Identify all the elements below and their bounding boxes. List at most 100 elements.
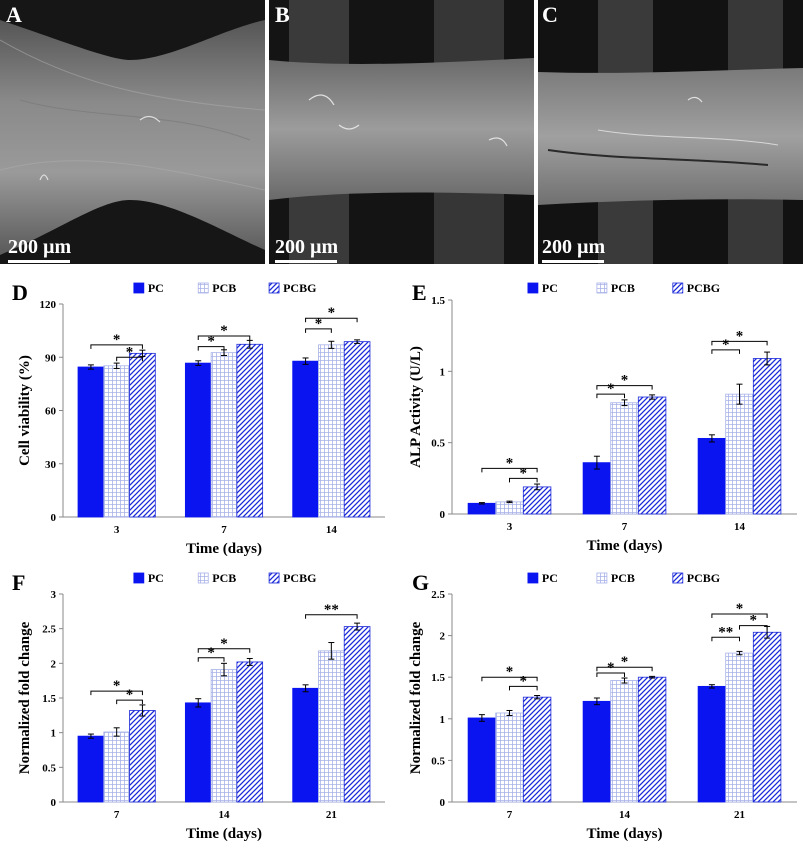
chart-e-significance-star: * bbox=[722, 337, 730, 353]
chart-e-bar-pc bbox=[467, 502, 497, 515]
chart-d-panel-letter: D bbox=[12, 280, 28, 305]
chart-e-bar-pcbg bbox=[637, 396, 667, 515]
chart-g-significance-bracket bbox=[596, 666, 653, 672]
chart-e-significance-bracket bbox=[509, 477, 538, 483]
chart-f-legend-pcb: PCB bbox=[212, 571, 236, 585]
scale-bar-label-c: 200 µm bbox=[542, 236, 606, 258]
chart-e-significance-star: * bbox=[736, 328, 744, 344]
chart-g-bar-pcbg bbox=[637, 676, 667, 803]
chart-d-bar-pcbg bbox=[236, 343, 264, 518]
chart-g-x-axis-title: Time (days) bbox=[587, 826, 663, 842]
chart-g-significance-star: ** bbox=[718, 624, 733, 640]
chart-e-significance-bracket bbox=[711, 349, 740, 354]
chart-f-bar-pcb bbox=[210, 669, 238, 803]
panel-letter-c: C bbox=[542, 2, 558, 27]
chart-f-legend-swatch-pcb bbox=[197, 572, 209, 584]
chart-g-legend-swatch-pcb bbox=[596, 572, 608, 584]
chart-d-significance-bracket bbox=[305, 328, 332, 333]
chart-f-ytick-label: 0.5 bbox=[42, 762, 56, 774]
chart-g-bar-pc bbox=[467, 717, 497, 803]
sem-image-c: C 200 µm bbox=[538, 0, 803, 264]
chart-d-significance-bracket bbox=[305, 317, 358, 323]
chart-d-ytick-label: 120 bbox=[40, 299, 57, 311]
fiber-micrograph-b bbox=[269, 0, 534, 264]
chart-f-ytick-label: 2.5 bbox=[42, 624, 56, 636]
chart-g-ytick-label: 0 bbox=[440, 797, 446, 809]
chart-f-significance-bracket bbox=[305, 614, 358, 619]
scale-bar-b: 200 µm bbox=[275, 236, 338, 263]
chart-e-significance-bracket bbox=[481, 467, 538, 473]
chart-d-xtick-label: 14 bbox=[326, 524, 338, 536]
chart-e-xtick-label: 3 bbox=[507, 521, 513, 533]
chart-e-bar-pcb bbox=[495, 501, 524, 515]
chart-e-significance-star: * bbox=[506, 455, 514, 471]
chart-g-significance-bracket bbox=[481, 676, 538, 682]
chart-d-ytick-label: 30 bbox=[45, 459, 57, 471]
chart-f-x-axis-title: Time (days) bbox=[186, 826, 262, 842]
chart-d-legend-pc: PC bbox=[148, 281, 164, 295]
sem-image-b: B 200 µm bbox=[269, 0, 534, 264]
panel-letter-a: A bbox=[6, 2, 22, 27]
chart-g-significance-star: * bbox=[736, 601, 744, 617]
chart-e-legend-swatch-pc bbox=[527, 282, 539, 294]
scale-bar-c: 200 µm bbox=[542, 236, 605, 263]
chart-g-ytick-label: 1.5 bbox=[431, 672, 445, 684]
chart-f-ytick-label: 1.5 bbox=[42, 693, 56, 705]
chart-f-significance-bracket bbox=[90, 690, 143, 696]
chart-d-bar-pcb bbox=[318, 344, 345, 518]
chart-e-x-axis-title: Time (days) bbox=[587, 538, 663, 554]
chart-g-ytick-label: 1 bbox=[440, 714, 446, 726]
chart-f-y-axis-title: Normalized fold change bbox=[17, 621, 33, 774]
chart-g-significance-star: * bbox=[506, 664, 514, 680]
chart-g-significance-bracket bbox=[739, 625, 768, 630]
chart-g-significance-bracket bbox=[509, 685, 538, 691]
chart-f-bar-pcb bbox=[103, 731, 130, 803]
chart-d-significance-star: * bbox=[220, 323, 228, 339]
chart-g-legend-pcbg: PCBG bbox=[687, 571, 720, 585]
chart-e-bar-pcbg bbox=[752, 358, 782, 515]
chart-g-legend-pcb: PCB bbox=[611, 571, 635, 585]
chart-d-bar-pc bbox=[77, 366, 105, 518]
chart-e-xtick-label: 14 bbox=[734, 521, 746, 533]
chart-d-significance-star: * bbox=[113, 332, 121, 348]
chart-e-panel-letter: E bbox=[412, 280, 427, 305]
chart-e-xtick-label: 7 bbox=[622, 521, 628, 533]
chart-g-significance-star: * bbox=[520, 673, 528, 689]
chart-e-legend-pcbg: PCBG bbox=[687, 281, 720, 295]
chart-d-legend-pcbg: PCBG bbox=[283, 281, 316, 295]
chart-d-legend-swatch-pcb bbox=[197, 282, 209, 294]
scale-bar-a: 200 µm bbox=[8, 236, 71, 263]
chart-f-ytick-label: 3 bbox=[51, 589, 57, 601]
chart-e-significance-bracket bbox=[596, 385, 653, 390]
chart-d-significance-bracket bbox=[197, 346, 225, 351]
chart-e-ytick-label: 0.5 bbox=[431, 438, 445, 450]
chart-g-bar-pcb bbox=[725, 652, 754, 803]
chart-g-legend-pc: PC bbox=[542, 571, 558, 585]
chart-f-significance-star: * bbox=[126, 687, 134, 703]
chart-g-legend-swatch-pcbg bbox=[672, 572, 684, 584]
chart-d-xtick-label: 7 bbox=[221, 524, 227, 536]
chart-e-ytick-label: 1.5 bbox=[431, 295, 445, 307]
chart-e-significance-star: * bbox=[607, 381, 615, 397]
chart-e-legend-swatch-pcbg bbox=[672, 282, 684, 294]
chart-d-bar-pcbg bbox=[343, 341, 371, 518]
chart-d-legend-swatch-pc bbox=[133, 282, 145, 294]
chart-g-bar-pcb bbox=[495, 712, 524, 803]
chart-g-bar-pcbg bbox=[522, 696, 552, 803]
chart-d-x-axis-title: Time (days) bbox=[186, 541, 262, 557]
chart-d-legend-swatch-pcbg bbox=[268, 282, 280, 294]
chart-d-ytick-label: 0 bbox=[51, 512, 57, 524]
chart-e-legend-pcb: PCB bbox=[611, 281, 635, 295]
chart-e-ytick-label: 1 bbox=[440, 366, 446, 378]
chart-g-ytick-label: 2.5 bbox=[431, 589, 445, 601]
chart-g-significance-star: * bbox=[607, 660, 615, 676]
chart-g-bar-pc bbox=[582, 700, 612, 803]
chart-d-bar-pc bbox=[292, 360, 319, 518]
chart-d-significance-star: * bbox=[315, 316, 323, 332]
chart-f-bar-pc bbox=[77, 735, 105, 803]
chart-e-bar-pcbg bbox=[522, 486, 552, 515]
chart-d-ytick-label: 60 bbox=[45, 406, 57, 418]
chart-f-ytick-label: 2 bbox=[51, 658, 57, 670]
chart-f-xtick-label: 14 bbox=[219, 809, 231, 821]
